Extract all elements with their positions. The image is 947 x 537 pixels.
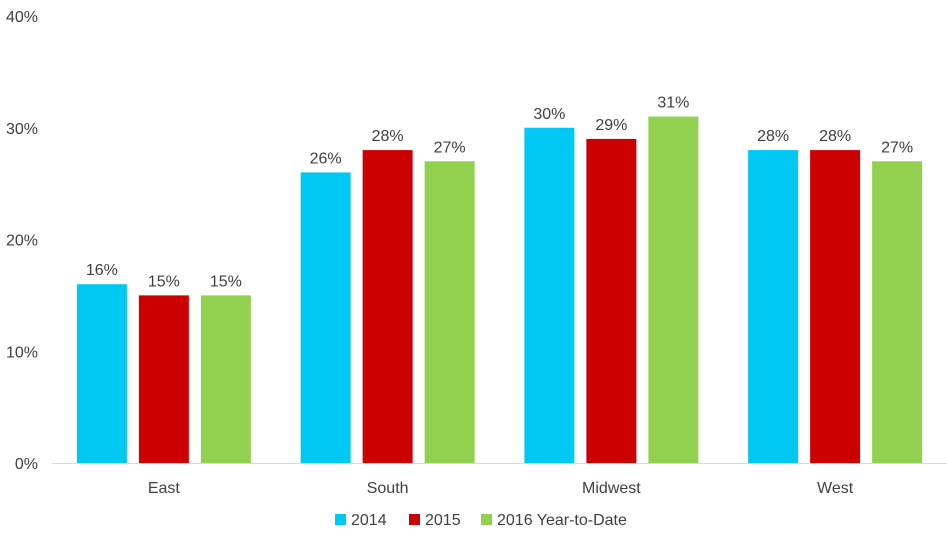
legend-label: 2016 Year-to-Date [497, 512, 627, 529]
y-tick-label: 30% [6, 121, 38, 138]
bar-midwest-2016-year-to-date [648, 116, 699, 463]
category-labels: East South Midwest West [148, 480, 854, 497]
data-label: 15% [148, 273, 180, 290]
data-label: 28% [819, 128, 851, 145]
category-label-east: East [148, 480, 181, 497]
y-tick-label: 20% [6, 233, 38, 250]
legend-label: 2014 [351, 512, 387, 529]
legend-swatch [481, 514, 492, 525]
data-label: 15% [210, 273, 242, 290]
category-label-south: South [367, 480, 409, 497]
data-label: 16% [86, 262, 118, 279]
data-label: 28% [757, 128, 789, 145]
legend: 2014 2015 2016 Year-to-Date [335, 512, 627, 529]
bars-group [76, 116, 923, 464]
bar-south-2014 [300, 172, 351, 463]
data-labels-group: 16% 15% 15% 26% 28% 27% 30% 29% 31% 28% 28% 27% [86, 95, 913, 291]
y-tick-label: 40% [6, 9, 38, 26]
bar-midwest-2015 [586, 138, 637, 464]
y-axis-tick-labels: 0% 10% 20% 30% 40% [6, 9, 38, 473]
bar-midwest-2014 [524, 127, 575, 463]
legend-label: 2015 [425, 512, 461, 529]
y-tick-label: 10% [6, 344, 38, 361]
category-label-west: West [817, 480, 854, 497]
bar-south-2015 [362, 150, 413, 463]
bar-west-2014 [748, 150, 799, 463]
data-label: 28% [372, 128, 404, 145]
data-label: 27% [881, 139, 913, 156]
data-label: 31% [657, 95, 689, 112]
data-label: 30% [533, 106, 565, 123]
bar-east-2014 [76, 284, 127, 463]
bar-west-2016-year-to-date [872, 161, 923, 463]
data-label: 27% [434, 139, 466, 156]
legend-swatch [335, 514, 346, 525]
data-label: 26% [310, 150, 342, 167]
data-label: 29% [595, 117, 627, 134]
y-tick-label: 0% [15, 456, 38, 473]
bar-south-2016-year-to-date [424, 161, 475, 463]
legend-swatch [409, 514, 420, 525]
bar-east-2015 [138, 295, 189, 463]
bar-west-2015 [810, 150, 861, 463]
category-label-midwest: Midwest [582, 480, 641, 497]
bar-east-2016-year-to-date [200, 295, 251, 463]
